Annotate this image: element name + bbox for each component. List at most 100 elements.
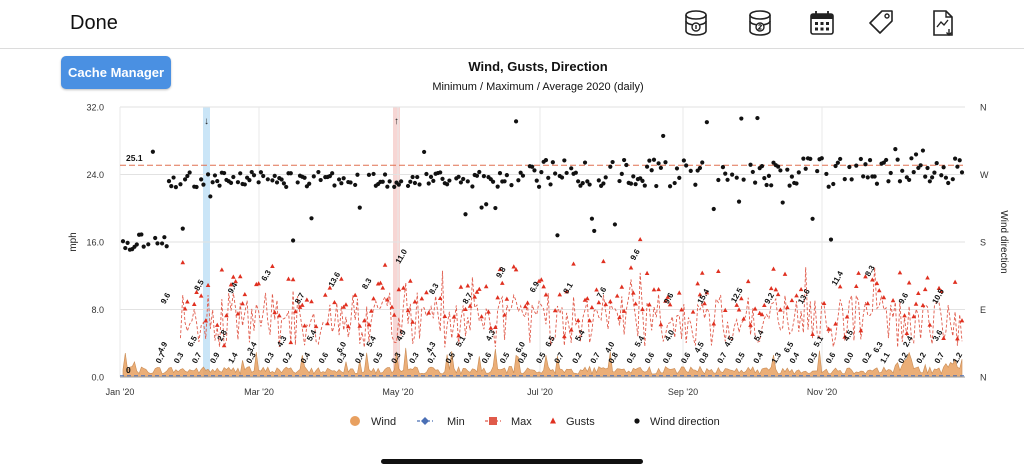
chart-export-icon[interactable] — [928, 8, 958, 38]
wind-data-label: 0.3 — [263, 350, 277, 365]
gust-point — [637, 236, 643, 242]
calendar-icon[interactable] — [807, 8, 837, 38]
direction-point — [847, 164, 852, 170]
max-data-label: 8.1 — [561, 281, 575, 296]
wind-data-label: 0.7 — [190, 350, 204, 365]
direction-point — [318, 177, 323, 183]
min-data-label: 5.1 — [812, 334, 826, 349]
gust-point — [451, 314, 457, 319]
direction-point — [385, 184, 390, 189]
wind-area — [122, 347, 963, 378]
direction-point — [730, 172, 735, 177]
wind-data-label: 0.6 — [679, 350, 693, 365]
direction-point — [911, 170, 916, 175]
direction-point — [649, 168, 654, 173]
gust-point — [368, 308, 374, 313]
legend-wind-swatch — [350, 416, 360, 426]
direction-point — [548, 182, 553, 187]
gust-point — [667, 302, 673, 307]
gust-point — [536, 278, 542, 283]
gust-point — [757, 310, 763, 315]
x-tick-label: Sep '20 — [668, 387, 698, 397]
gust-point — [219, 267, 225, 272]
direction-point — [125, 240, 130, 245]
x-tick-label: Jan '20 — [106, 387, 135, 397]
direction-point — [290, 238, 296, 243]
gust-point — [488, 325, 494, 330]
direction-point — [610, 159, 615, 165]
min-data-label: 5.4 — [305, 328, 319, 343]
direction-point — [576, 179, 581, 184]
direction-point — [720, 165, 726, 170]
y-tick-label: 24.0 — [86, 170, 104, 180]
wind-data-label: 0.6 — [824, 350, 838, 365]
direction-point — [477, 169, 482, 175]
gust-point — [499, 280, 505, 285]
direction-point — [819, 156, 824, 161]
gust-point — [920, 302, 926, 308]
direction-point — [242, 182, 247, 187]
database-2-icon[interactable] — [745, 8, 775, 38]
gust-point — [486, 309, 491, 314]
gust-point — [955, 336, 960, 341]
gust-point — [778, 307, 783, 312]
direction-point — [166, 179, 172, 184]
gust-point — [465, 283, 471, 288]
direction-point — [550, 160, 555, 165]
direction-point — [612, 222, 618, 227]
gust-point — [203, 318, 209, 323]
direction-point — [831, 181, 836, 187]
gust-point — [759, 312, 765, 317]
direction-point — [939, 173, 944, 178]
done-button[interactable]: Done — [70, 12, 118, 34]
max-data-label: 8.3 — [863, 263, 877, 278]
gust-point — [442, 313, 448, 318]
wind-data-label: 0.0 — [842, 350, 856, 365]
direction-point — [470, 184, 475, 189]
gust-point — [309, 299, 314, 304]
gust-point — [644, 270, 650, 275]
wind-data-label: 0.4 — [299, 350, 313, 365]
max-data-label: 12.5 — [729, 286, 745, 304]
direction-point — [555, 233, 560, 238]
direction-point — [918, 163, 923, 168]
direction-point — [456, 174, 461, 179]
direction-point — [182, 177, 188, 182]
gust-point — [463, 306, 468, 312]
database-1-icon[interactable] — [681, 8, 711, 38]
gust-point — [794, 293, 799, 298]
direction-point — [624, 162, 629, 168]
gust-point — [341, 304, 346, 309]
max-data-label: 11.4 — [830, 269, 846, 287]
direction-point — [185, 173, 190, 179]
direction-point — [396, 182, 401, 187]
gust-point — [913, 301, 919, 306]
y-tick-label: 0.0 — [91, 373, 104, 383]
gust-point — [575, 317, 581, 323]
direction-point — [656, 161, 661, 166]
gust-point — [242, 291, 248, 297]
direction-point — [658, 165, 663, 170]
direction-point — [884, 157, 889, 163]
gust-point — [389, 304, 395, 309]
gust-point — [922, 286, 928, 292]
direction-point — [617, 178, 622, 184]
gust-point — [702, 301, 707, 306]
legend-min-swatch — [421, 417, 429, 425]
direction-point — [249, 169, 254, 175]
direction-point — [888, 170, 893, 176]
gust-point — [656, 286, 661, 292]
cache-manager-button[interactable]: Cache Manager — [61, 56, 171, 89]
gust-point — [941, 335, 946, 340]
gust-point — [939, 288, 944, 294]
y-tick-label: 16.0 — [86, 238, 104, 248]
direction-point — [194, 184, 199, 190]
direction-point — [785, 167, 790, 172]
gust-point — [396, 287, 402, 292]
direction-point — [295, 180, 300, 185]
gust-point — [362, 318, 367, 323]
wind-data-label: 0.6 — [661, 350, 675, 365]
direction-point — [222, 170, 227, 176]
tag-icon[interactable] — [866, 8, 896, 38]
direction-point — [861, 174, 866, 179]
